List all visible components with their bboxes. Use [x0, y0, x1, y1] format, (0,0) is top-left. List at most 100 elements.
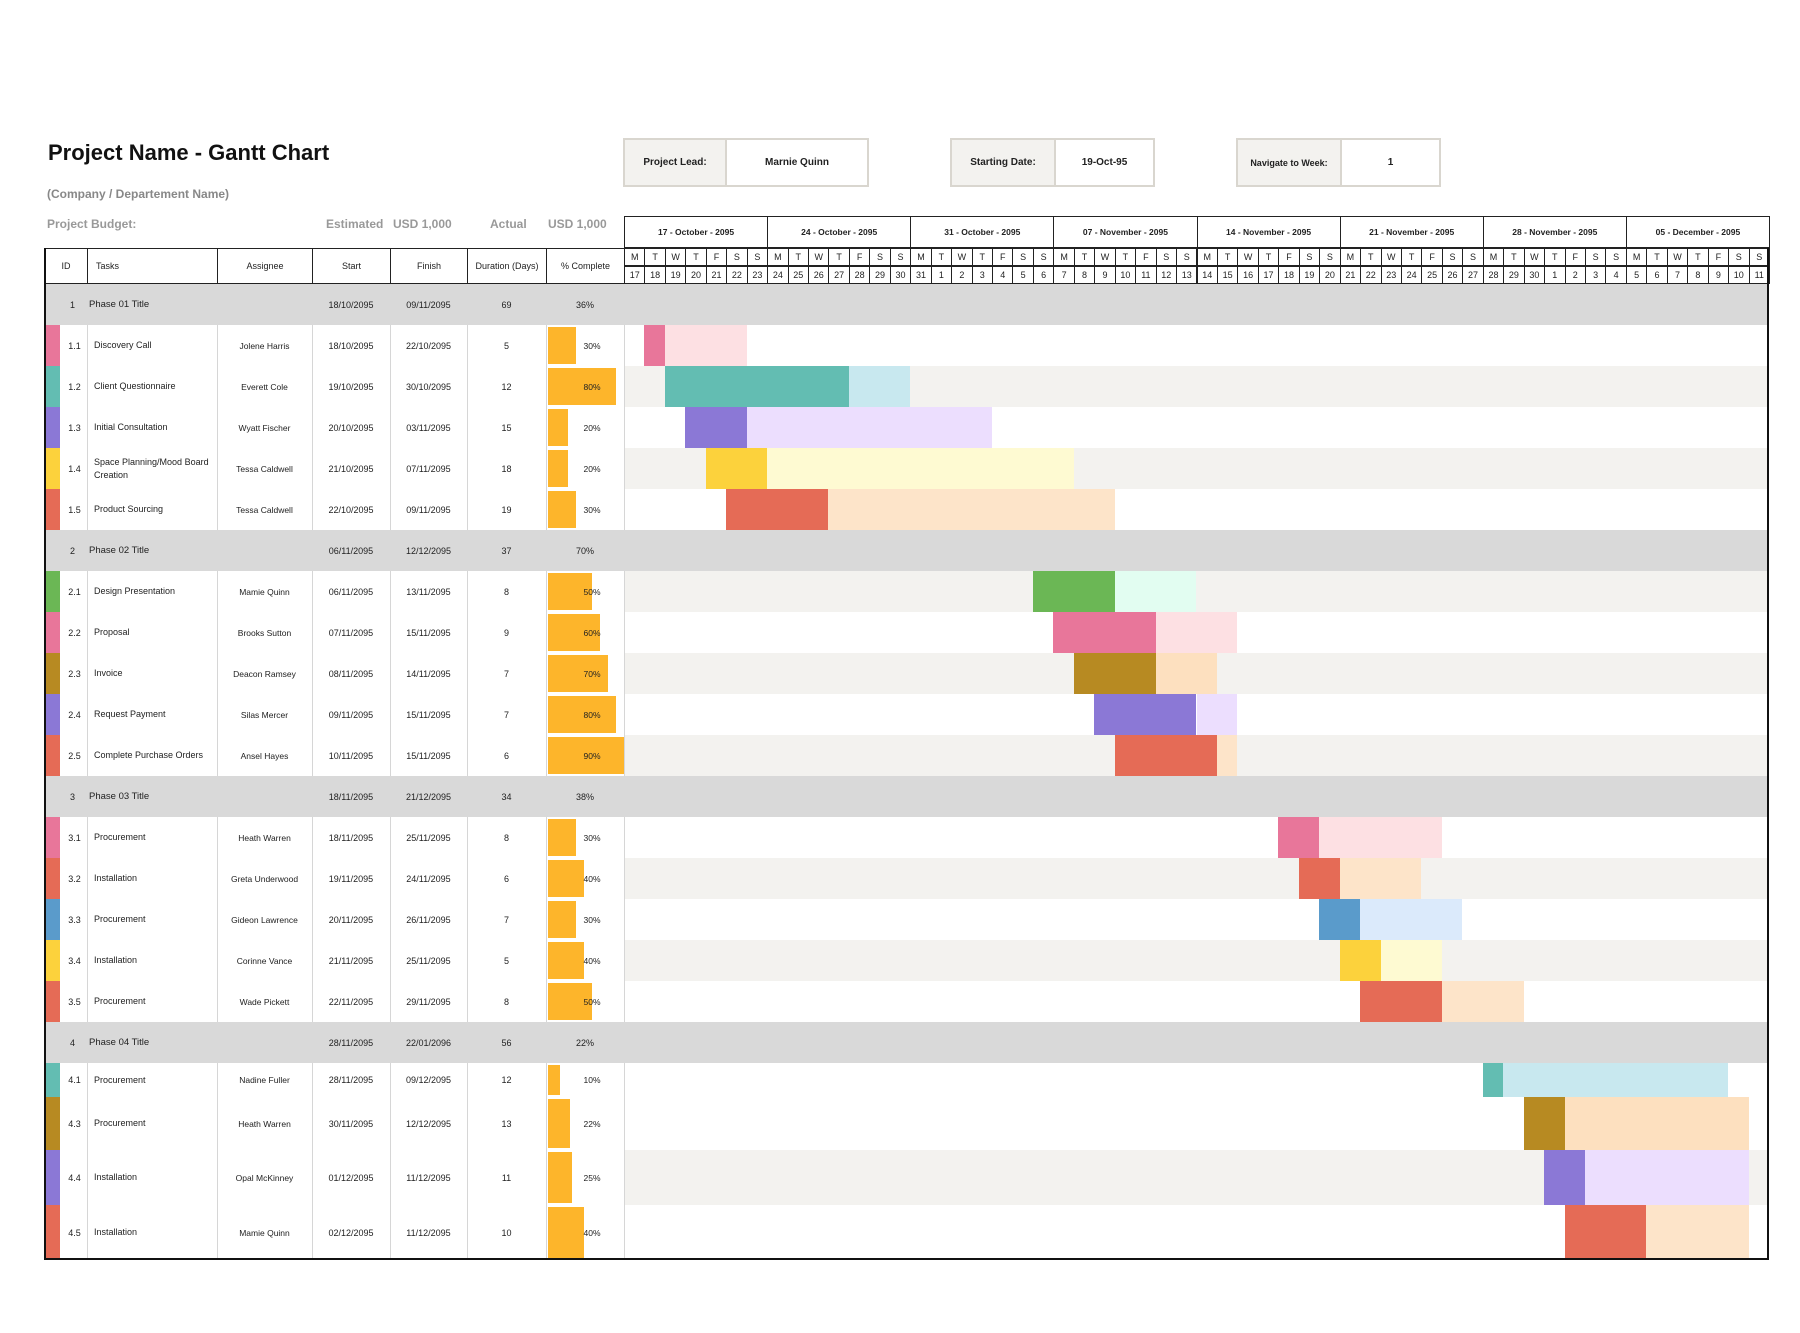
gantt-bar-remaining[interactable] [664, 325, 747, 366]
row-id: 2.2 [68, 627, 81, 638]
task-name[interactable]: Initial Consultation [94, 422, 168, 432]
column-divider [467, 817, 468, 858]
column-divider [87, 940, 88, 981]
assignee: Heath Warren [238, 1118, 291, 1129]
finish-date: 12/12/2095 [405, 545, 452, 556]
task-name[interactable]: Discovery Call [94, 340, 152, 350]
gantt-bar-remaining[interactable] [1646, 1205, 1749, 1260]
gantt-bar-complete[interactable] [1482, 1063, 1504, 1097]
gantt-bar-remaining[interactable] [1216, 735, 1238, 776]
project-lead-input[interactable]: Marnie Quinn [765, 157, 829, 168]
gantt-bar-remaining[interactable] [1155, 612, 1238, 653]
gantt-bar-remaining[interactable] [1155, 653, 1217, 694]
gantt-bar-remaining[interactable] [1114, 571, 1197, 612]
gantt-bar-remaining[interactable] [1319, 817, 1442, 858]
task-name[interactable]: Complete Purchase Orders [94, 750, 204, 760]
finish-date: 21/12/2095 [405, 791, 452, 802]
gantt-bar-complete[interactable] [1523, 1097, 1565, 1150]
gantt-bar-remaining[interactable] [848, 366, 911, 407]
gantt-bar-remaining[interactable] [1441, 981, 1524, 1022]
task-color-strip [44, 858, 60, 899]
start-date: 18/10/2095 [328, 340, 374, 351]
column-divider [624, 940, 625, 981]
column-divider [312, 325, 313, 366]
gantt-bar-remaining[interactable] [1564, 1097, 1749, 1150]
day-letter: S [726, 248, 748, 266]
task-name[interactable]: Procurement [94, 1074, 146, 1085]
gantt-bar-remaining[interactable] [1503, 1063, 1729, 1097]
task-name[interactable]: Phase 02 Title [89, 545, 150, 556]
gantt-bar-complete[interactable] [664, 366, 849, 407]
day-number: 21 [1339, 266, 1362, 284]
week-header: 24 - October - 2095 [767, 216, 912, 248]
task-color-strip [44, 612, 60, 653]
task-name[interactable]: Request Payment [94, 709, 166, 719]
gantt-bar-remaining[interactable] [1339, 858, 1422, 899]
gantt-bar-complete[interactable] [726, 489, 829, 530]
gantt-bar-complete[interactable] [1339, 940, 1381, 981]
column-divider [546, 817, 547, 858]
task-name[interactable]: Proposal [94, 627, 130, 637]
gantt-bar-complete[interactable] [1544, 1150, 1585, 1205]
column-divider [312, 366, 313, 407]
column-divider [217, 735, 218, 776]
gantt-bar-complete[interactable] [1298, 858, 1340, 899]
task-name[interactable]: Space Planning/Mood Board Creation [94, 456, 209, 480]
duration: 18 [501, 463, 512, 474]
gantt-bar-complete[interactable] [1073, 653, 1156, 694]
navigate-week-input[interactable]: 1 [1387, 157, 1394, 168]
gantt-bar-complete[interactable] [644, 325, 665, 366]
assignee: Greta Underwood [230, 873, 299, 884]
column-divider [467, 940, 468, 981]
task-name[interactable]: Installation [94, 873, 138, 883]
task-name[interactable]: Product Sourcing [94, 504, 164, 514]
gantt-bar-complete[interactable] [1053, 612, 1156, 653]
estimated-label: Estimated [326, 217, 384, 231]
gantt-bar-remaining[interactable] [767, 448, 1074, 489]
task-name[interactable]: Procurement [94, 1118, 146, 1128]
gantt-bar-complete[interactable] [1564, 1205, 1647, 1260]
column-divider [624, 571, 625, 612]
gantt-bar-remaining[interactable] [1584, 1150, 1749, 1205]
task-name[interactable]: Invoice [94, 668, 123, 678]
column-divider [624, 981, 625, 1022]
gantt-bar-remaining[interactable] [1380, 940, 1442, 981]
task-name[interactable]: Phase 03 Title [89, 791, 150, 802]
progress-bar [548, 737, 624, 774]
gantt-bar-complete[interactable] [1094, 694, 1197, 735]
progress-bar [548, 409, 568, 446]
gantt-bar-complete[interactable] [1360, 981, 1442, 1022]
column-divider [312, 653, 313, 694]
starting-date-input[interactable]: 19-Oct-95 [1081, 157, 1128, 168]
percent-complete: 20% [583, 463, 601, 474]
task-name[interactable]: Client Questionnaire [94, 381, 176, 391]
gantt-bar-complete[interactable] [1319, 899, 1361, 940]
gantt-bar-complete[interactable] [1032, 571, 1115, 612]
task-name[interactable]: Procurement [94, 914, 146, 924]
task-name[interactable]: Installation [94, 1227, 138, 1237]
assignee: Gideon Lawrence [231, 914, 298, 925]
column-divider [217, 325, 218, 366]
gantt-bar-complete[interactable] [1114, 735, 1217, 776]
task-name[interactable]: Phase 04 Title [89, 1037, 150, 1048]
task-color-strip [44, 448, 60, 489]
gantt-bar-remaining[interactable] [1196, 694, 1238, 735]
gantt-bar-remaining[interactable] [828, 489, 1115, 530]
task-name[interactable]: Procurement [94, 996, 146, 1006]
column-divider [624, 653, 625, 694]
gantt-bar-remaining[interactable] [1360, 899, 1463, 940]
day-number: 26 [1441, 266, 1464, 284]
gantt-bar-complete[interactable] [685, 407, 747, 448]
gantt-bar-remaining[interactable] [746, 407, 993, 448]
task-name[interactable]: Design Presentation [94, 586, 176, 596]
task-name[interactable]: Installation [94, 955, 138, 965]
week-header: 05 - December - 2095 [1625, 216, 1770, 248]
task-name[interactable]: Procurement [94, 832, 146, 842]
gantt-bar-complete[interactable] [705, 448, 768, 489]
column-divider [312, 571, 313, 612]
task-name[interactable]: Phase 01 Title [89, 299, 150, 310]
gantt-bar-complete[interactable] [1278, 817, 1320, 858]
progress-bar [548, 1207, 584, 1258]
task-name[interactable]: Installation [94, 1172, 138, 1182]
duration: 7 [503, 668, 509, 679]
